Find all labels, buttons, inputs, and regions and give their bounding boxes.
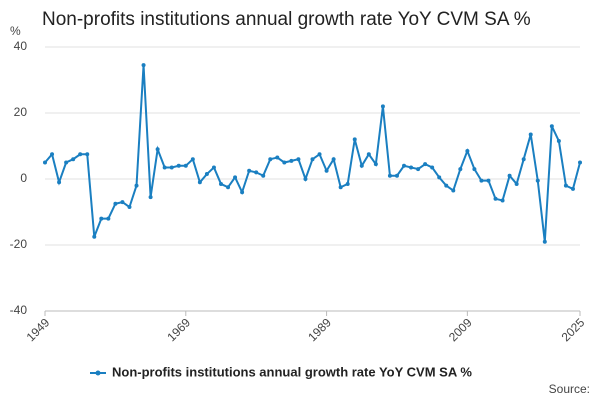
- point: [387, 173, 392, 178]
- legend-label: Non-profits institutions annual growth r…: [112, 364, 472, 379]
- point: [352, 137, 357, 142]
- point: [141, 63, 146, 68]
- point: [465, 148, 470, 153]
- point: [324, 168, 329, 173]
- point: [402, 163, 407, 168]
- point: [423, 162, 428, 167]
- point: [240, 190, 245, 195]
- point: [57, 180, 62, 185]
- point: [162, 165, 167, 170]
- point: [416, 167, 421, 172]
- source: Source:: [549, 382, 590, 396]
- point: [289, 158, 294, 163]
- y-tick-label: 0: [20, 171, 27, 185]
- point: [521, 157, 526, 162]
- point: [430, 165, 435, 170]
- point: [226, 185, 231, 190]
- point: [535, 178, 540, 183]
- point: [458, 167, 463, 172]
- point: [268, 157, 273, 162]
- point: [218, 181, 223, 186]
- point: [155, 147, 160, 152]
- point: [43, 160, 47, 165]
- point: [85, 152, 90, 157]
- x-tick-label: 1989: [305, 315, 334, 344]
- point: [303, 177, 308, 181]
- point: [444, 183, 449, 188]
- point: [127, 205, 132, 210]
- x-tick-label: 1949: [24, 315, 53, 344]
- point: [345, 181, 350, 186]
- point: [578, 160, 582, 165]
- y-tick-label: 20: [14, 105, 28, 119]
- point: [148, 195, 153, 200]
- point: [275, 155, 280, 160]
- x-tick-label: 1969: [164, 315, 193, 344]
- point: [254, 170, 259, 175]
- point: [169, 165, 174, 170]
- point: [373, 162, 378, 167]
- point: [92, 234, 97, 239]
- point: [394, 173, 399, 178]
- point: [113, 201, 118, 206]
- point: [106, 216, 111, 221]
- point: [71, 157, 76, 162]
- point: [542, 239, 547, 244]
- point: [233, 175, 238, 180]
- x-tick-label: 2009: [446, 315, 475, 344]
- point: [507, 173, 512, 178]
- point: [570, 186, 575, 191]
- x-tick-label: 2025: [559, 315, 588, 344]
- point: [64, 160, 69, 165]
- point: [331, 157, 336, 162]
- point: [211, 165, 216, 170]
- point: [99, 216, 104, 221]
- legend-marker: [95, 370, 101, 376]
- point: [176, 163, 181, 168]
- point: [204, 172, 209, 177]
- point: [549, 124, 554, 129]
- point: [247, 168, 252, 173]
- point: [514, 181, 519, 186]
- point: [479, 178, 484, 183]
- y-tick-label: 40: [14, 39, 28, 53]
- y-axis-label: %: [10, 24, 21, 38]
- point: [190, 157, 195, 162]
- point: [120, 200, 125, 205]
- point: [493, 196, 498, 201]
- point: [359, 163, 364, 168]
- chart-title: Non-profits institutions annual growth r…: [42, 9, 531, 30]
- point: [556, 139, 561, 144]
- y-tick-label: -40: [10, 303, 28, 317]
- y-tick-label: -20: [10, 237, 28, 251]
- point: [409, 165, 414, 170]
- point: [563, 183, 568, 188]
- point: [50, 152, 55, 157]
- point: [183, 163, 188, 168]
- point: [380, 104, 385, 109]
- point: [282, 160, 287, 165]
- point: [296, 157, 301, 162]
- point: [528, 132, 533, 137]
- point: [451, 188, 456, 193]
- point: [310, 157, 315, 162]
- series-line: [44, 65, 581, 242]
- point: [197, 180, 202, 185]
- point: [500, 198, 505, 203]
- point: [78, 152, 83, 157]
- point: [261, 173, 266, 178]
- point: [317, 152, 322, 157]
- point: [134, 183, 139, 188]
- point: [338, 185, 343, 190]
- point: [366, 152, 371, 157]
- point: [437, 175, 442, 180]
- point: [472, 167, 477, 172]
- point: [486, 178, 491, 183]
